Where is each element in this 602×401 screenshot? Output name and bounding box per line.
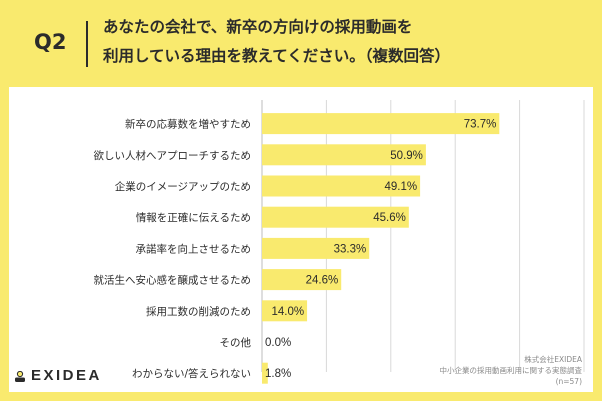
category-label: 就活生へ安心感を醸成させるため	[94, 274, 252, 287]
data-label: 50.9%	[390, 150, 423, 162]
bar	[262, 175, 421, 197]
bar	[262, 237, 370, 259]
chart-header: Q2 あなたの会社で、新卒の方向けの採用動画を 利用している理由を教えてください…	[0, 0, 602, 88]
question-label: Q2	[34, 30, 67, 54]
bar	[262, 269, 342, 291]
bar	[262, 300, 308, 322]
sample-size: (n=57)	[555, 377, 582, 386]
category-label: わからない/答えられない	[132, 367, 251, 380]
category-label: 承諾率を向上させるため	[136, 242, 252, 255]
category-label: 採用工数の削減のため	[146, 305, 251, 318]
bar	[262, 144, 426, 166]
category-label: 欲しい人材へアプローチするため	[94, 149, 252, 162]
source-note: 株式会社EXIDEA 中小企業の採用動画利用に関する実態調査 (n=57)	[440, 354, 583, 387]
logo-mark-icon	[14, 370, 26, 382]
question-line-2: 利用している理由を教えてください。（複数回答）	[103, 47, 451, 65]
header-divider	[86, 21, 88, 67]
data-label: 1.8%	[265, 368, 291, 380]
bar	[262, 362, 268, 384]
category-label: その他	[220, 336, 252, 349]
data-label: 33.3%	[334, 243, 367, 255]
source-company: 株式会社EXIDEA	[524, 355, 582, 364]
bar	[262, 113, 500, 135]
data-label: 14.0%	[271, 306, 304, 318]
category-label: 新卒の応募数を増やすため	[125, 118, 251, 131]
category-label: 情報を正確に伝えるため	[136, 211, 251, 224]
question-text: あなたの会社で、新卒の方向けの採用動画を 利用している理由を教えてください。（複…	[103, 13, 450, 71]
source-survey: 中小企業の採用動画利用に関する実態調査	[439, 366, 583, 375]
question-line-1: あなたの会社で、新卒の方向けの採用動画を	[103, 18, 413, 36]
data-label: 0.0%	[265, 337, 291, 349]
logo-text: EXIDEA	[31, 367, 102, 384]
category-label: 企業のイメージアップのため	[115, 180, 251, 193]
bar	[262, 206, 409, 228]
data-label: 24.6%	[306, 275, 339, 287]
data-label: 73.7%	[464, 119, 497, 131]
data-label: 45.6%	[373, 212, 406, 224]
data-label: 49.1%	[384, 181, 417, 193]
exidea-logo: EXIDEA	[14, 367, 102, 384]
